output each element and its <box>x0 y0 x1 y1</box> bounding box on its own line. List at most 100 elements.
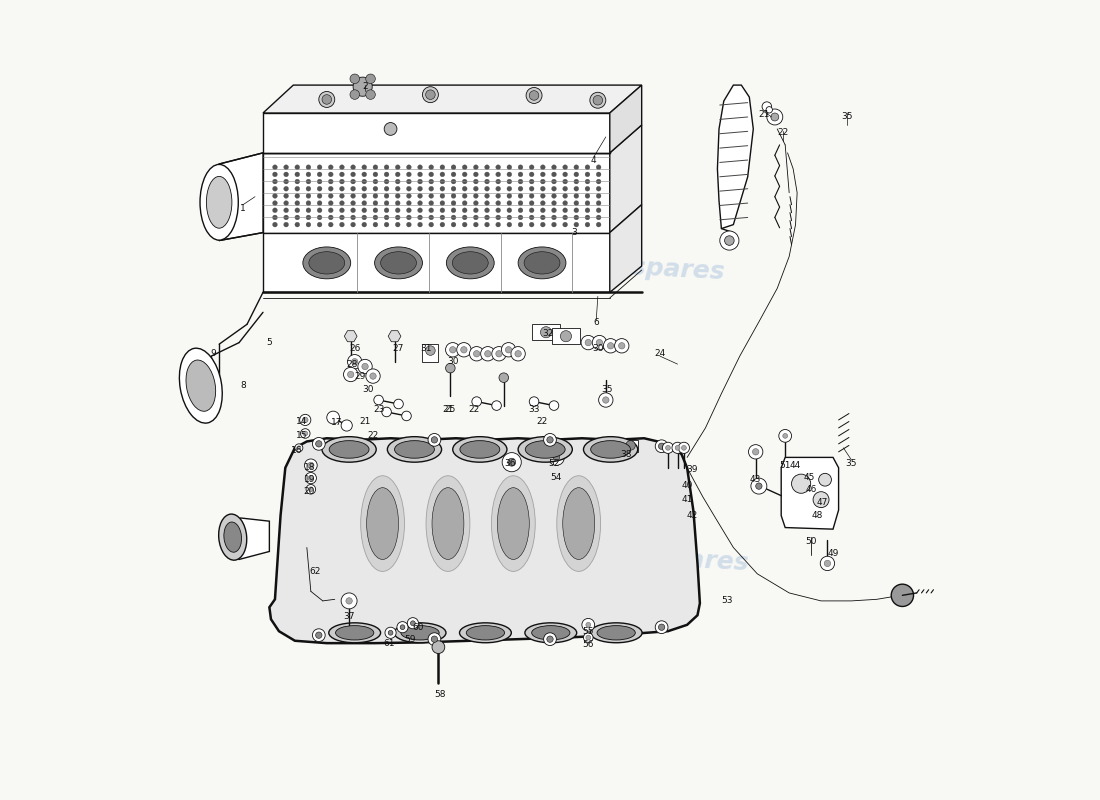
Circle shape <box>418 165 422 170</box>
Circle shape <box>284 222 288 227</box>
Circle shape <box>306 172 311 177</box>
Text: 43: 43 <box>750 475 761 484</box>
Circle shape <box>317 194 322 198</box>
Text: 8: 8 <box>240 381 246 390</box>
Circle shape <box>563 215 568 220</box>
Polygon shape <box>531 324 560 340</box>
Circle shape <box>429 201 433 206</box>
Circle shape <box>456 342 471 357</box>
Polygon shape <box>263 153 609 233</box>
Circle shape <box>410 621 416 626</box>
Circle shape <box>540 165 546 170</box>
Polygon shape <box>263 233 609 292</box>
Ellipse shape <box>329 623 381 642</box>
Circle shape <box>340 172 344 177</box>
Circle shape <box>540 179 546 184</box>
Circle shape <box>462 186 468 191</box>
Polygon shape <box>388 330 400 342</box>
Circle shape <box>462 194 468 198</box>
Circle shape <box>407 186 411 191</box>
Circle shape <box>719 231 739 250</box>
Circle shape <box>312 438 326 450</box>
Ellipse shape <box>394 623 446 642</box>
Circle shape <box>451 165 455 170</box>
Circle shape <box>563 186 568 191</box>
Circle shape <box>429 194 433 198</box>
Circle shape <box>273 172 277 177</box>
Text: 60: 60 <box>412 622 425 632</box>
Ellipse shape <box>219 514 246 560</box>
Circle shape <box>284 201 288 206</box>
Text: 20: 20 <box>304 487 315 496</box>
Circle shape <box>350 90 360 99</box>
Circle shape <box>426 346 436 355</box>
Circle shape <box>384 122 397 135</box>
Circle shape <box>362 194 366 198</box>
Circle shape <box>496 179 500 184</box>
Circle shape <box>373 186 377 191</box>
Circle shape <box>429 215 433 220</box>
Text: 25: 25 <box>444 405 456 414</box>
Circle shape <box>762 102 771 111</box>
Text: 22: 22 <box>469 405 480 414</box>
Text: 59: 59 <box>405 634 416 644</box>
Circle shape <box>585 165 590 170</box>
Circle shape <box>507 165 512 170</box>
Circle shape <box>329 194 333 198</box>
Circle shape <box>496 208 500 213</box>
Circle shape <box>560 330 572 342</box>
Circle shape <box>563 201 568 206</box>
Circle shape <box>462 179 468 184</box>
Circle shape <box>585 208 590 213</box>
Text: 21: 21 <box>360 417 371 426</box>
Circle shape <box>407 165 411 170</box>
Polygon shape <box>781 458 838 529</box>
Circle shape <box>362 222 366 227</box>
Circle shape <box>603 397 609 403</box>
Text: 21: 21 <box>758 110 769 119</box>
Circle shape <box>574 172 579 177</box>
Circle shape <box>428 434 441 446</box>
Circle shape <box>485 350 491 357</box>
Circle shape <box>329 208 333 213</box>
Circle shape <box>529 186 535 191</box>
Circle shape <box>540 194 546 198</box>
Circle shape <box>485 215 490 220</box>
Circle shape <box>306 179 311 184</box>
Circle shape <box>407 201 411 206</box>
Circle shape <box>418 194 422 198</box>
Circle shape <box>505 346 512 353</box>
Circle shape <box>618 342 625 349</box>
Circle shape <box>586 622 591 627</box>
Ellipse shape <box>531 626 570 640</box>
Circle shape <box>529 201 535 206</box>
Circle shape <box>596 222 601 227</box>
Ellipse shape <box>597 626 636 640</box>
Circle shape <box>666 446 670 450</box>
Circle shape <box>429 179 433 184</box>
Circle shape <box>273 179 277 184</box>
Circle shape <box>659 624 664 630</box>
Text: 45: 45 <box>803 473 815 482</box>
Circle shape <box>574 201 579 206</box>
Circle shape <box>273 208 277 213</box>
Text: 36: 36 <box>505 459 516 468</box>
Circle shape <box>462 208 468 213</box>
Text: 42: 42 <box>686 511 697 520</box>
Circle shape <box>273 186 277 191</box>
Circle shape <box>362 201 366 206</box>
Circle shape <box>473 350 480 357</box>
Circle shape <box>461 346 468 353</box>
Circle shape <box>540 326 551 338</box>
Circle shape <box>507 179 512 184</box>
Circle shape <box>273 194 277 198</box>
Circle shape <box>327 411 340 424</box>
Circle shape <box>451 172 455 177</box>
Text: 24: 24 <box>654 350 666 358</box>
Circle shape <box>779 430 792 442</box>
Text: 14: 14 <box>296 417 307 426</box>
Ellipse shape <box>375 247 422 279</box>
Circle shape <box>450 346 455 353</box>
Circle shape <box>529 215 535 220</box>
Circle shape <box>540 186 546 191</box>
